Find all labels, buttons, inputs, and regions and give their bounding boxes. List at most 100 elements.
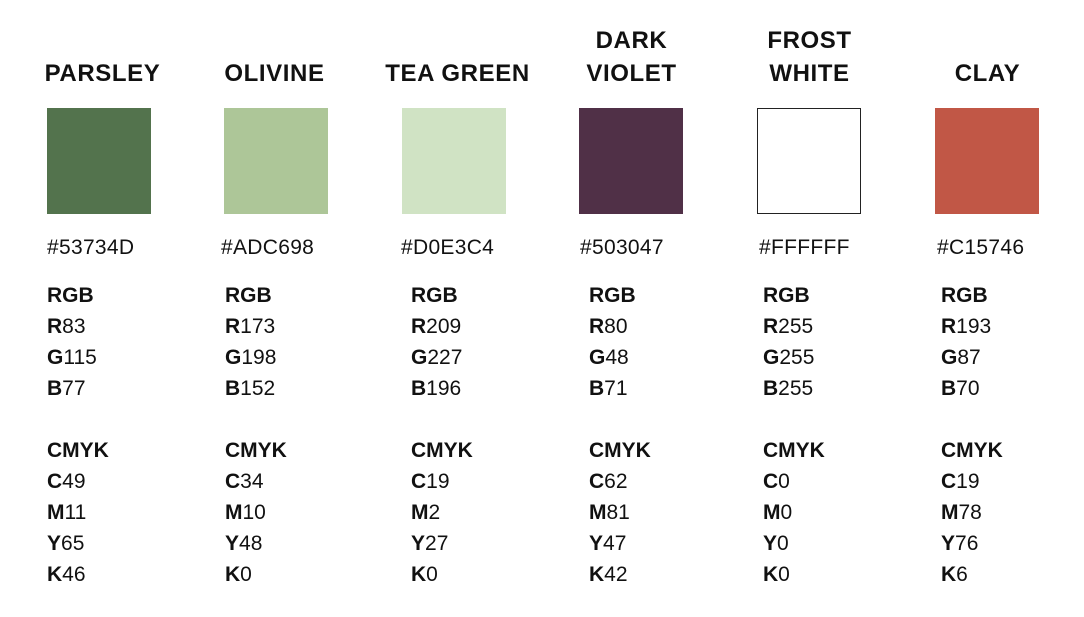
rgb-r-label: R (47, 315, 63, 338)
rgb-r-value: 80 (604, 315, 628, 338)
rgb-r-row: R83 (47, 315, 86, 339)
cmyk-m-label: M (411, 501, 429, 524)
cmyk-header: CMYK (763, 439, 825, 462)
rgb-r-row: R209 (411, 315, 461, 339)
color-swatch (402, 108, 506, 214)
cmyk-k-label: K (47, 563, 63, 586)
cmyk-y-value: 27 (425, 532, 449, 555)
rgb-g-row: G227 (411, 346, 462, 370)
rgb-g-value: 227 (427, 346, 463, 369)
cmyk-y-value: 0 (777, 532, 789, 555)
color-name-line: PARSLEY (44, 60, 161, 87)
cmyk-k-value: 0 (778, 563, 790, 586)
cmyk-y-value: 48 (239, 532, 263, 555)
color-card-parsley: PARSLEY #53734D RGB R83 G115 B77 CMYK C4… (15, 0, 190, 617)
cmyk-k-row: K0 (225, 563, 252, 587)
color-swatch (757, 108, 861, 214)
cmyk-c-label: C (47, 470, 63, 493)
cmyk-y-value: 47 (603, 532, 627, 555)
rgb-g-value: 198 (241, 346, 277, 369)
cmyk-k-label: K (941, 563, 957, 586)
color-name-line: DARK (595, 27, 668, 54)
hex-code: #C15746 (937, 236, 1025, 259)
cmyk-c-value: 19 (956, 470, 980, 493)
color-name: PARSLEY (15, 24, 190, 90)
rgb-b-row: B71 (589, 377, 628, 401)
rgb-r-value: 255 (778, 315, 814, 338)
cmyk-c-row: C19 (411, 470, 450, 494)
rgb-g-label: G (225, 346, 242, 369)
cmyk-c-label: C (763, 470, 779, 493)
cmyk-y-label: Y (411, 532, 426, 555)
cmyk-k-value: 0 (240, 563, 252, 586)
cmyk-m-row: M10 (225, 501, 266, 525)
rgb-g-label: G (589, 346, 606, 369)
color-name-line: WHITE (769, 60, 850, 87)
rgb-g-row: G48 (589, 346, 629, 370)
cmyk-y-row: Y65 (47, 532, 84, 556)
rgb-b-label: B (763, 377, 779, 400)
rgb-g-label: G (763, 346, 780, 369)
rgb-r-label: R (763, 315, 779, 338)
color-name-line: TEA GREEN (385, 60, 530, 87)
cmyk-y-value: 65 (61, 532, 85, 555)
rgb-b-row: B255 (763, 377, 813, 401)
cmyk-m-row: M2 (411, 501, 440, 525)
rgb-g-label: G (411, 346, 428, 369)
color-name: FROST WHITE (722, 24, 897, 90)
rgb-b-label: B (47, 377, 63, 400)
color-card-frost-white: FROST WHITE #FFFFFF RGB R255 G255 B255 C… (722, 0, 897, 617)
rgb-b-row: B152 (225, 377, 275, 401)
cmyk-k-row: K6 (941, 563, 968, 587)
cmyk-k-value: 0 (426, 563, 438, 586)
cmyk-c-label: C (941, 470, 957, 493)
cmyk-c-value: 0 (778, 470, 790, 493)
rgb-r-value: 193 (956, 315, 992, 338)
color-card-tea-green: TEA GREEN #D0E3C4 RGB R209 G227 B196 CMY… (370, 0, 545, 617)
cmyk-k-label: K (763, 563, 779, 586)
hex-code: #503047 (580, 236, 664, 259)
rgb-r-label: R (589, 315, 605, 338)
cmyk-m-label: M (763, 501, 781, 524)
rgb-g-row: G115 (47, 346, 97, 370)
cmyk-c-value: 34 (240, 470, 264, 493)
cmyk-k-row: K0 (763, 563, 790, 587)
cmyk-c-value: 19 (426, 470, 450, 493)
rgb-b-label: B (941, 377, 957, 400)
cmyk-c-row: C34 (225, 470, 264, 494)
rgb-header: RGB (589, 284, 636, 307)
color-name: CLAY (900, 24, 1075, 90)
rgb-r-value: 209 (426, 315, 462, 338)
cmyk-y-label: Y (47, 532, 62, 555)
cmyk-c-row: C62 (589, 470, 628, 494)
cmyk-c-label: C (589, 470, 605, 493)
cmyk-header: CMYK (47, 439, 109, 462)
color-name: DARK VIOLET (544, 24, 719, 90)
rgb-b-value: 196 (426, 377, 462, 400)
cmyk-m-row: M78 (941, 501, 982, 525)
color-name-line: OLIVINE (224, 60, 325, 87)
rgb-b-row: B196 (411, 377, 461, 401)
rgb-g-value: 255 (779, 346, 815, 369)
cmyk-y-row: Y27 (411, 532, 448, 556)
color-name: TEA GREEN (370, 24, 545, 90)
rgb-b-value: 70 (956, 377, 980, 400)
cmyk-m-label: M (225, 501, 243, 524)
cmyk-y-label: Y (225, 532, 240, 555)
cmyk-y-value: 76 (955, 532, 979, 555)
cmyk-c-row: C49 (47, 470, 86, 494)
rgb-b-value: 255 (778, 377, 814, 400)
cmyk-m-label: M (941, 501, 959, 524)
rgb-b-label: B (589, 377, 605, 400)
cmyk-c-label: C (411, 470, 427, 493)
hex-code: #D0E3C4 (401, 236, 495, 259)
rgb-g-row: G87 (941, 346, 981, 370)
cmyk-k-row: K0 (411, 563, 438, 587)
color-swatch (579, 108, 683, 214)
rgb-b-label: B (225, 377, 241, 400)
cmyk-k-label: K (225, 563, 241, 586)
rgb-b-value: 152 (240, 377, 276, 400)
rgb-b-value: 77 (62, 377, 86, 400)
rgb-r-label: R (225, 315, 241, 338)
rgb-header: RGB (47, 284, 94, 307)
